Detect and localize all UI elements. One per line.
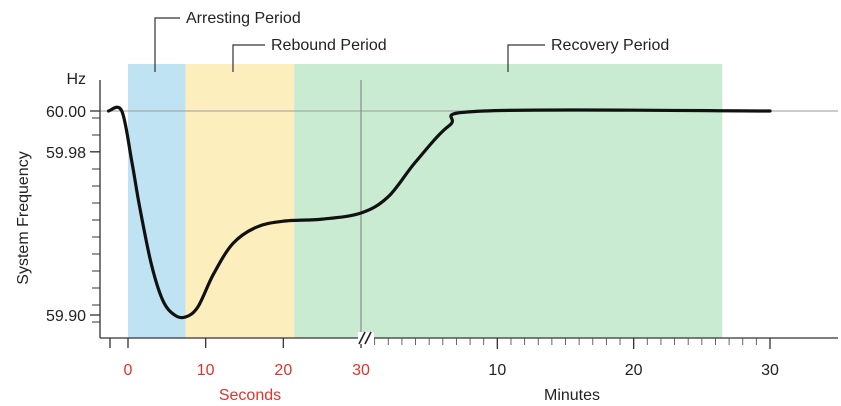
- y-tick-label: 59.98: [46, 145, 86, 162]
- period-callout-line: [154, 17, 180, 72]
- y-tick-label: 60.00: [46, 104, 86, 121]
- x-tick-label-minutes: 10: [488, 362, 506, 379]
- x-tick-label-seconds: 20: [274, 362, 292, 379]
- period-bands: [128, 64, 723, 338]
- axis-break-mark: [364, 331, 372, 345]
- x-tick-label-seconds: 10: [197, 362, 215, 379]
- series-layer: [106, 105, 772, 320]
- x-tick-label-seconds: 30: [352, 362, 370, 379]
- x-scale-label-minutes: Minutes: [544, 387, 600, 404]
- x-tick-label-seconds: 0: [124, 362, 133, 379]
- y-tick-label: 59.90: [46, 308, 86, 325]
- x-tick-label-minutes: 20: [625, 362, 643, 379]
- period-label: Arresting Period: [186, 10, 301, 27]
- y-unit-label: Hz: [66, 71, 86, 88]
- y-axis-title: System Frequency: [15, 151, 32, 284]
- period-band: [294, 64, 723, 338]
- period-callout-line: [507, 44, 545, 72]
- period-label: Recovery Period: [551, 37, 669, 54]
- axis-break-mark: [358, 331, 366, 345]
- period-callout-line: [232, 44, 265, 72]
- x-tick-label-minutes: 30: [761, 362, 779, 379]
- period-label: Rebound Period: [271, 37, 387, 54]
- axes: [90, 80, 838, 349]
- frequency-series-line: [106, 105, 772, 320]
- labels: Arresting Period Rebound Period Recovery P…: [15, 10, 779, 404]
- period-band: [128, 64, 186, 338]
- x-scale-label-seconds: Seconds: [219, 387, 281, 404]
